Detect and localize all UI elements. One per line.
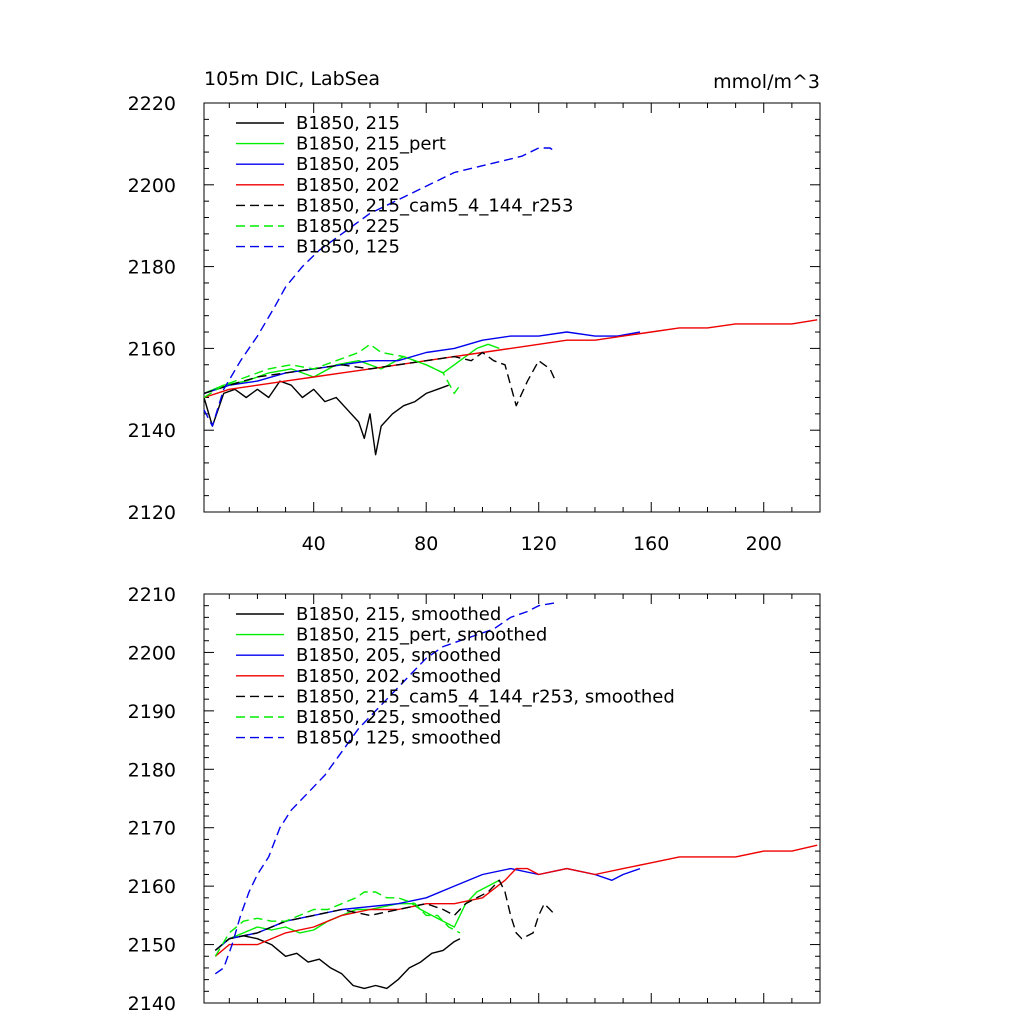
y-tick-label: 2200 <box>128 642 176 664</box>
series-line-top-3 <box>203 319 818 399</box>
x-tick-label: 200 <box>746 533 782 555</box>
y-tick-label: 2220 <box>128 93 176 115</box>
y-tick-label: 2140 <box>128 420 176 442</box>
plot-frame <box>203 102 821 513</box>
y-tick-label: 2140 <box>128 993 176 1015</box>
plot-frame <box>203 593 821 1004</box>
series-line-bottom-5 <box>214 891 461 957</box>
legend-label: B1850, 215 <box>296 113 400 134</box>
series-line-bottom-6 <box>214 602 556 975</box>
legend-label: B1850, 225 <box>296 216 400 237</box>
x-tick-label: 80 <box>414 533 438 555</box>
y-tick-label: 2210 <box>128 584 176 606</box>
legend-label: B1850, 202 <box>296 175 400 196</box>
series-line-top-0 <box>203 380 449 456</box>
series-line-bottom-4 <box>214 879 557 951</box>
y-tick-label: 2180 <box>128 759 176 781</box>
legend-label: B1850, 215_cam5_4_144_r253, smoothed <box>296 686 675 707</box>
series-line-bottom-3 <box>214 844 818 957</box>
series-line-top-6 <box>203 147 557 427</box>
x-tick-label: 40 <box>302 533 326 555</box>
legend-label: B1850, 215_cam5_4_144_r253 <box>296 195 573 216</box>
y-tick-label: 2160 <box>128 338 176 360</box>
legend-label: B1850, 202, smoothed <box>296 666 501 687</box>
legend-label: B1850, 225, smoothed <box>296 707 501 728</box>
x-tick-label: 120 <box>521 533 557 555</box>
bottom-panel: 2140 2150 2160 2170 2180 2190 2200 2210 B1850, 2… <box>128 584 821 1015</box>
top-panel: 105m DIC, LabSea mmol/m^3 2120 2140 2160 21… <box>128 68 821 555</box>
y-tick-label: 2160 <box>128 876 176 898</box>
series-line-top-2 <box>203 331 641 395</box>
series-line-bottom-2 <box>214 867 641 951</box>
legend-label: B1850, 205, smoothed <box>296 645 501 666</box>
legend-label: B1850, 125, smoothed <box>296 728 501 749</box>
legend-label: B1850, 215, smoothed <box>296 604 501 625</box>
y-tick-label: 2120 <box>128 502 176 524</box>
y-tick-label: 2200 <box>128 175 176 197</box>
legend-label: B1850, 215_pert <box>296 134 446 155</box>
y-tick-label: 2170 <box>128 818 176 840</box>
top-panel-title: 105m DIC, LabSea <box>204 68 380 90</box>
y-tick-label: 2180 <box>128 257 176 279</box>
y-tick-label: 2190 <box>128 701 176 723</box>
series-line-top-4 <box>203 351 557 407</box>
x-tick-label: 160 <box>633 533 669 555</box>
series-line-bottom-0 <box>214 935 461 990</box>
y-tick-label: 2150 <box>128 935 176 957</box>
legend-label: B1850, 205 <box>296 154 400 175</box>
legend-label: B1850, 215_pert, smoothed <box>296 625 547 646</box>
series-line-top-5 <box>203 343 461 399</box>
legend-label: B1850, 125 <box>296 237 400 258</box>
top-panel-units: mmol/m^3 <box>713 71 820 93</box>
